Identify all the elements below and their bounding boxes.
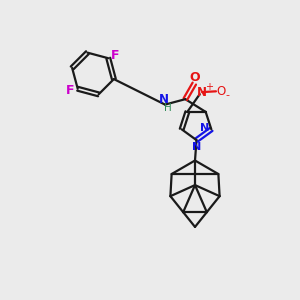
Text: H: H [164,103,171,113]
Text: N: N [197,85,207,99]
Text: N: N [192,142,201,152]
Text: N: N [158,93,169,106]
Text: F: F [66,84,74,97]
Text: -: - [225,90,230,100]
Text: F: F [111,49,119,62]
Text: N: N [200,123,209,133]
Text: O: O [189,71,200,84]
Text: O: O [217,85,226,98]
Text: +: + [205,82,213,92]
